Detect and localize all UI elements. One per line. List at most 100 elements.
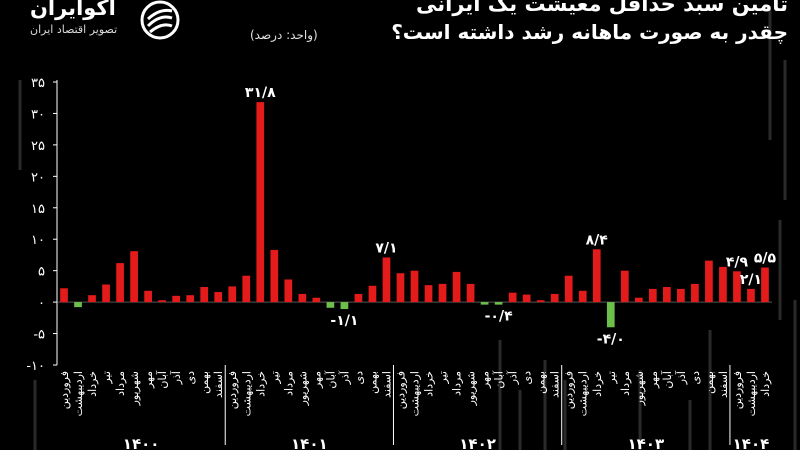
x-tick-label: خرداد (254, 371, 267, 397)
bar (116, 263, 124, 303)
x-tick-label: دی (352, 371, 365, 385)
x-tick-label: آذر (674, 370, 688, 385)
x-tick-label: شهریور (128, 371, 141, 406)
data-label: ۵/۵ (754, 251, 777, 267)
logo-tagline: تصویر اقتصاد ایران (30, 23, 118, 36)
x-tick-label: بهمن (535, 371, 548, 394)
logo-name: اکوایران (30, 0, 116, 20)
data-label: ۷/۱ (375, 240, 397, 256)
bar (438, 283, 447, 303)
x-tick-label: مهر (647, 371, 660, 389)
x-tick-label: دی (689, 371, 702, 385)
bar (172, 295, 181, 303)
bar (761, 267, 769, 303)
data-label: ۸/۴ (586, 232, 609, 248)
y-tick-label: ۱۰ (31, 233, 45, 248)
data-label: ۳۱/۸ (245, 85, 276, 101)
bar (620, 270, 629, 303)
x-tick-label: اردیبهشت (409, 371, 422, 416)
x-tick-label: خرداد (423, 371, 436, 397)
bar (256, 102, 265, 303)
y-tick-label: ۳۰ (31, 107, 45, 122)
bar (508, 292, 517, 303)
bar (74, 302, 82, 308)
data-label: -۴/۰ (597, 331, 625, 347)
bar (494, 302, 503, 305)
y-tick-label: ۳۵ (31, 76, 45, 91)
x-tick-label: بهمن (198, 371, 211, 394)
year-label: ۱۴۰۲ (459, 435, 496, 450)
x-tick-label: اسفند (717, 371, 730, 398)
x-tick-label: مهر (142, 371, 155, 389)
bar (522, 294, 531, 303)
x-tick-label: تیر (100, 371, 113, 384)
bar (691, 283, 699, 303)
bar (158, 300, 167, 303)
x-tick-label: تیر (268, 371, 281, 384)
x-tick-label: آذر (337, 370, 351, 385)
bar (466, 283, 475, 303)
chart-title-line1: تامین سبد حداقل معیشت یک ایرانی (415, 0, 788, 16)
bar (382, 257, 391, 303)
bar (705, 260, 713, 303)
bar (130, 251, 138, 303)
y-tick-label: ۲۰ (31, 170, 45, 185)
unit-label: (واحد: درصد) (250, 28, 318, 42)
bar (564, 275, 573, 303)
year-label: ۱۴۰۱ (291, 435, 328, 450)
bar (60, 288, 68, 303)
x-tick-label: فروردین (731, 371, 744, 409)
bar (326, 302, 335, 308)
bar (270, 249, 279, 303)
x-tick-label: آبان (660, 370, 674, 388)
bar (102, 284, 110, 303)
bar (747, 288, 755, 303)
x-tick-label: تیر (437, 371, 450, 384)
bar (396, 273, 405, 303)
bar (606, 302, 615, 328)
y-tick-label: ۰ (38, 296, 45, 311)
data-label: ۴/۹ (726, 254, 749, 270)
bar (550, 293, 559, 303)
year-label: ۱۴۰۳ (628, 435, 665, 450)
x-tick-label: تیر (605, 371, 618, 384)
data-label: ۲/۱ (740, 272, 762, 288)
x-tick-label: فروردین (226, 371, 239, 409)
x-tick-label: فروردین (58, 371, 71, 409)
bar (88, 295, 96, 303)
x-tick-label: مهر (310, 371, 323, 389)
x-tick-label: دی (521, 371, 534, 385)
bar (719, 266, 727, 303)
bar (354, 293, 363, 303)
x-tick-label: آبان (323, 370, 337, 388)
bar (340, 302, 349, 310)
x-tick-label: اسفند (380, 371, 393, 398)
x-tick-label: خرداد (591, 371, 604, 397)
x-tick-label: اردیبهشت (577, 371, 590, 416)
year-label: ۱۴۰۴ (733, 435, 770, 450)
x-tick-label: شهریور (465, 371, 478, 406)
y-tick-label: ۱۵ (31, 202, 45, 217)
bar (733, 271, 741, 303)
x-tick-label: فروردین (563, 371, 576, 409)
y-tick-label: -۱۰ (26, 359, 45, 374)
bar (368, 285, 377, 303)
x-tick-label: مرداد (619, 371, 632, 396)
x-tick-label: مهر (479, 371, 492, 389)
bar (536, 300, 545, 303)
bar (677, 288, 685, 303)
x-tick-label: اردیبهشت (745, 371, 758, 416)
x-tick-label: شهریور (296, 371, 309, 406)
bar (480, 302, 489, 305)
data-label: -۰/۴ (485, 309, 513, 325)
y-tick-label: -۵ (33, 328, 45, 343)
bar (200, 287, 209, 303)
x-tick-label: اردیبهشت (240, 371, 253, 416)
bar (214, 292, 223, 303)
x-tick-label: اردیبهشت (72, 371, 85, 416)
bar (634, 297, 643, 303)
bar (648, 288, 657, 303)
x-tick-label: مرداد (114, 371, 127, 396)
bar (144, 290, 152, 303)
